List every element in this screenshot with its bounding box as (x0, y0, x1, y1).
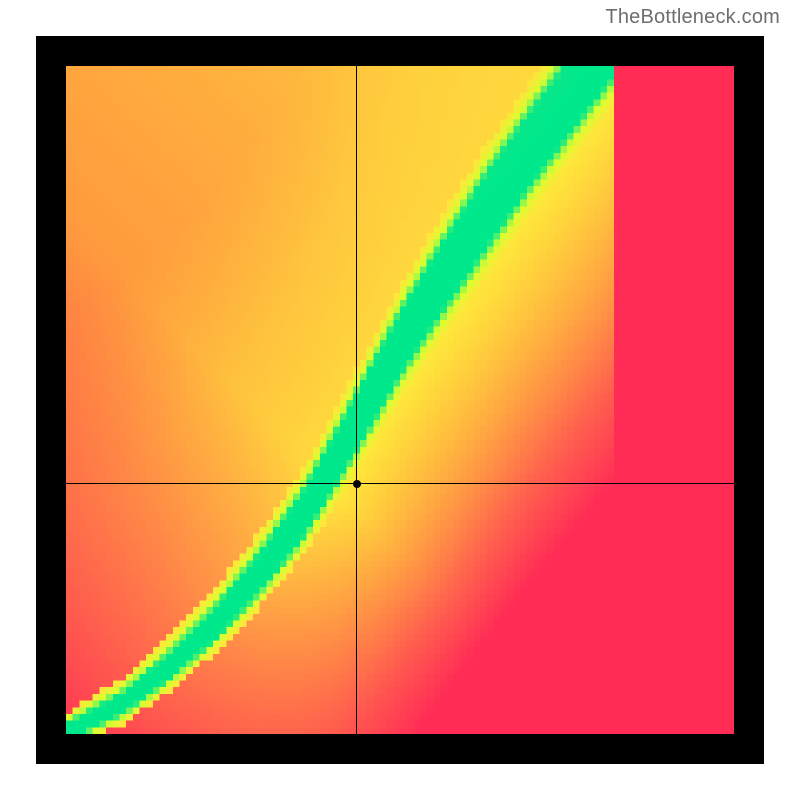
crosshair-vertical (356, 66, 357, 734)
source-label: TheBottleneck.com (605, 6, 780, 29)
crosshair-marker (353, 480, 361, 488)
heatmap-canvas (66, 66, 734, 734)
chart-container: TheBottleneck.com (0, 0, 800, 800)
crosshair-horizontal (66, 483, 734, 484)
plot-area (66, 66, 734, 734)
